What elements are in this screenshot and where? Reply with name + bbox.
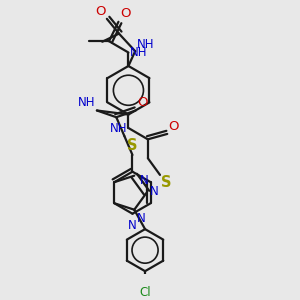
Text: S: S [127,138,137,153]
Text: O: O [95,5,105,18]
Text: N: N [137,212,146,225]
Text: Cl: Cl [139,286,151,299]
Text: O: O [169,120,179,133]
Text: NH: NH [130,46,147,59]
Text: O: O [137,96,148,110]
Text: N: N [140,174,148,187]
Text: N: N [128,219,136,232]
Text: N: N [150,185,159,198]
Text: NH: NH [110,122,127,135]
Text: NH: NH [136,38,154,51]
Text: NH: NH [78,96,95,109]
Text: O: O [121,8,131,20]
Text: S: S [160,176,171,190]
